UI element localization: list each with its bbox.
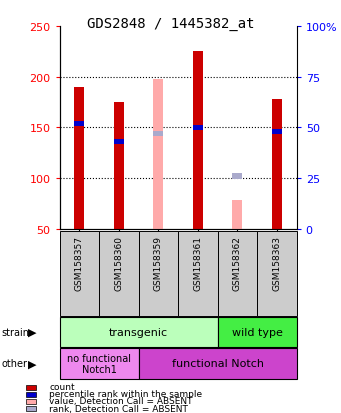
Text: count: count [49,382,75,392]
Bar [193,52,203,229]
Bar [26,392,35,397]
Text: value, Detection Call = ABSENT: value, Detection Call = ABSENT [49,396,193,406]
Bar [74,88,84,229]
Text: ▶: ▶ [28,358,36,368]
Text: GSM158359: GSM158359 [154,235,163,290]
Bar [272,100,282,229]
Text: GSM158361: GSM158361 [193,235,203,290]
Text: GSM158360: GSM158360 [115,235,123,290]
Bar [233,201,242,229]
Text: no functional
Notch1: no functional Notch1 [67,353,131,374]
Text: strain: strain [2,327,30,337]
Bar [26,406,35,411]
Text: ▶: ▶ [28,327,36,337]
Text: wild type: wild type [232,327,283,337]
Text: transgenic: transgenic [109,327,168,337]
Text: GSM158362: GSM158362 [233,235,242,290]
Text: rank, Detection Call = ABSENT: rank, Detection Call = ABSENT [49,404,188,413]
Text: functional Notch: functional Notch [172,358,264,368]
Bar [26,385,35,390]
Bar [193,126,203,131]
Text: GSM158363: GSM158363 [272,235,281,290]
Text: other: other [2,358,28,368]
Bar [153,132,163,137]
Text: GSM158357: GSM158357 [75,235,84,290]
Text: percentile rank within the sample: percentile rank within the sample [49,389,203,399]
Bar [26,399,35,404]
Bar [272,130,282,135]
Bar [74,121,84,126]
Bar [114,103,124,229]
Bar [114,140,124,145]
Bar [153,79,163,229]
Bar [233,174,242,179]
Text: GDS2848 / 1445382_at: GDS2848 / 1445382_at [87,17,254,31]
